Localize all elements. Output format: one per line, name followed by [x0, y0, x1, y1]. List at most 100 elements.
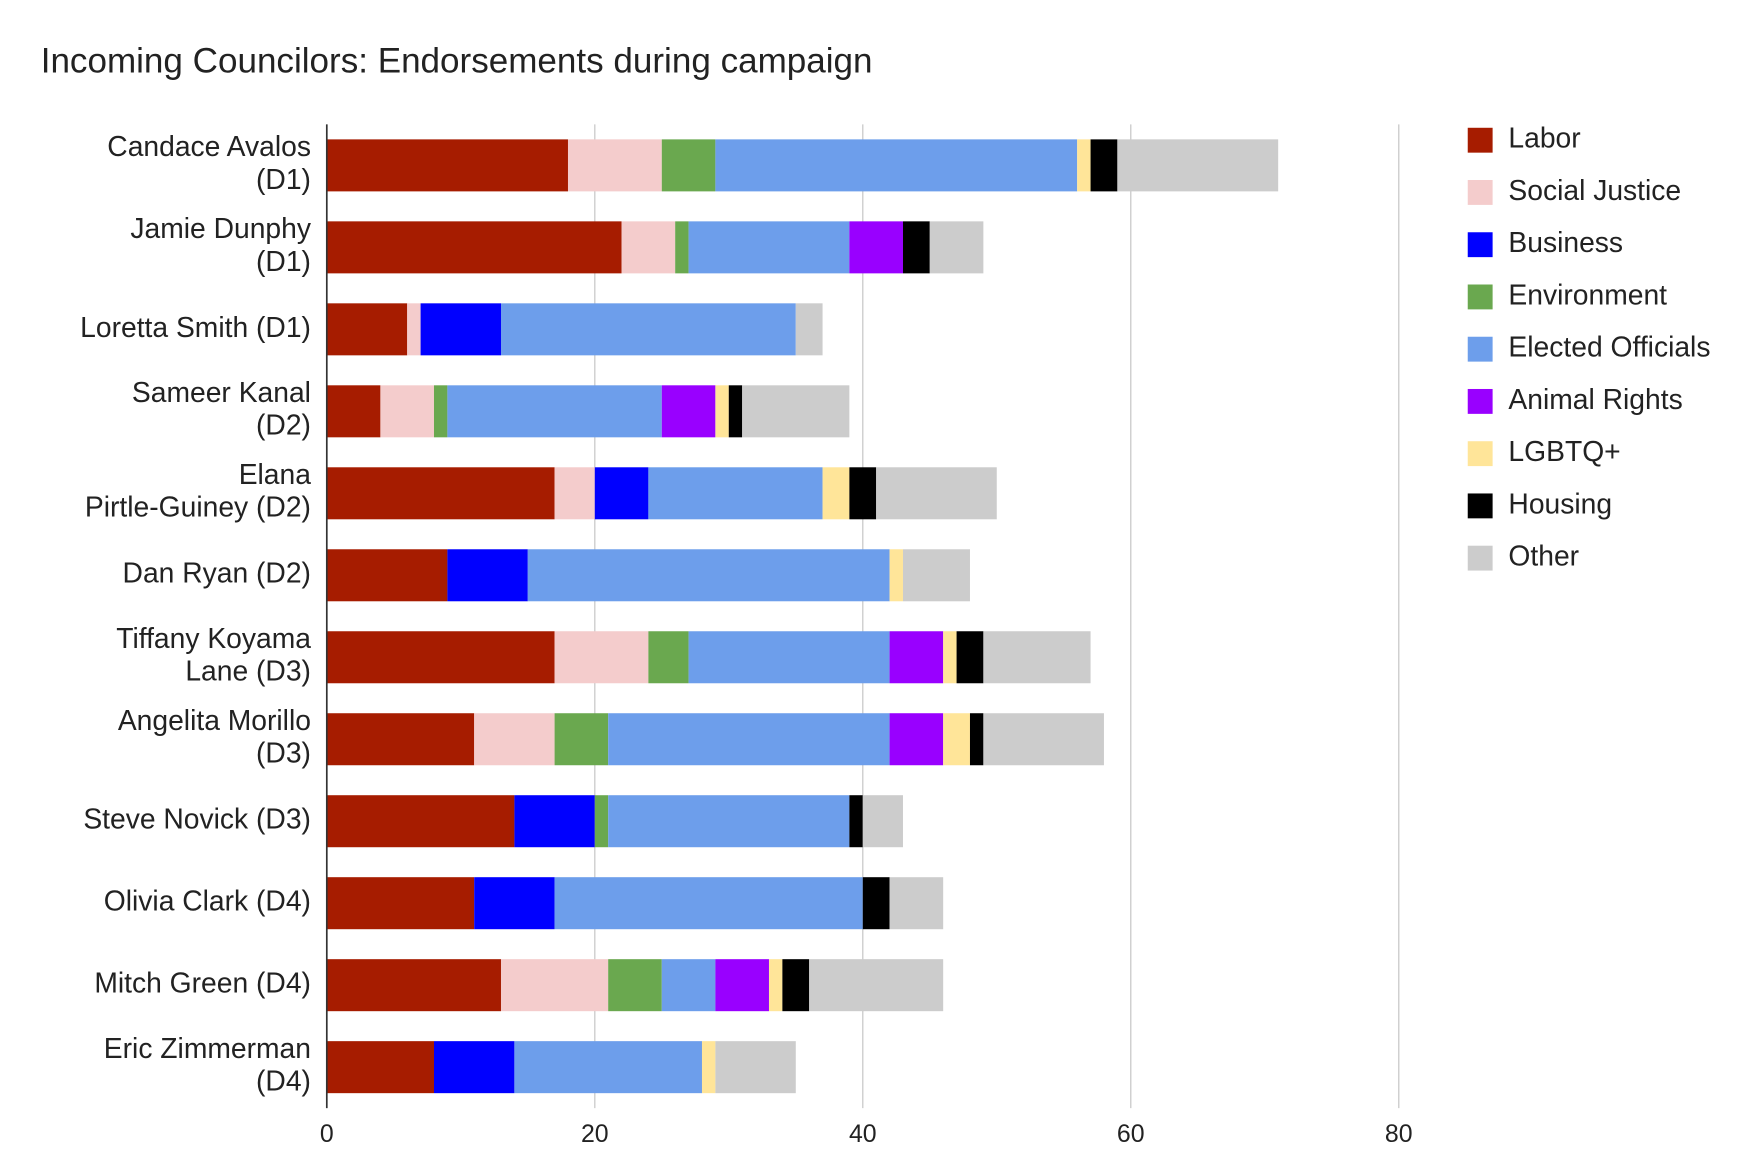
bar-segment — [1090, 139, 1118, 192]
legend-label: Elected Officials — [1508, 331, 1710, 363]
bar-segment — [849, 467, 877, 520]
bar-segment — [728, 385, 743, 438]
bar-segment — [608, 795, 850, 848]
y-tick-label: Jamie Dunphy (D1) — [130, 212, 311, 277]
y-tick-label: Mitch Green (D4) — [94, 967, 311, 999]
bar-segment — [567, 139, 662, 192]
bar-segment — [675, 221, 689, 274]
legend-label: Other — [1508, 540, 1579, 572]
bar-segment — [661, 139, 716, 192]
bar-segment — [688, 631, 890, 684]
y-tick-label: Olivia Clark (D4) — [104, 885, 311, 917]
bar-segment — [527, 549, 890, 602]
y-tick-label: Elana Pirtle-Guiney (D2) — [85, 458, 311, 523]
bar-segment — [326, 959, 501, 1012]
bar-segment — [514, 1041, 702, 1094]
bar-segment — [380, 385, 434, 438]
bar-segment — [889, 631, 944, 684]
y-tick-label: Tiffany Koyama Lane (D3) — [116, 622, 311, 687]
bar-segment — [447, 385, 662, 438]
x-tick-label: 60 — [1117, 1120, 1145, 1148]
bar-segment — [983, 713, 1104, 766]
legend-swatch — [1467, 545, 1493, 571]
bar-segment — [500, 959, 609, 1012]
y-tick-label: Dan Ryan (D2) — [123, 557, 311, 589]
bar-segment — [500, 303, 796, 356]
bar-segment — [433, 385, 448, 438]
bar-segment — [849, 221, 903, 274]
bar-segment — [621, 221, 676, 274]
bar-segment — [822, 467, 850, 520]
bar-segment — [326, 139, 568, 192]
bar-segment — [849, 795, 863, 848]
bar-segment — [433, 1041, 515, 1094]
x-tick-label: 20 — [581, 1120, 609, 1148]
bar-segment — [326, 549, 448, 602]
bar-segment — [889, 713, 944, 766]
bar-segment — [889, 877, 944, 930]
x-tick-label: 40 — [849, 1120, 877, 1148]
legend-label: Housing — [1508, 487, 1612, 519]
bar-segment — [594, 795, 609, 848]
bar-segment — [768, 959, 783, 1012]
y-tick-label: Eric Zimmerman (D4) — [104, 1032, 311, 1097]
bar-segment — [608, 959, 662, 1012]
bar-segment — [326, 1041, 434, 1094]
bar-segment — [554, 467, 595, 520]
legend-swatch — [1467, 284, 1493, 310]
y-tick-label: Angelita Morillo (D3) — [118, 704, 311, 769]
bar-segment — [554, 631, 649, 684]
y-tick-label: Candace Avalos (D1) — [107, 130, 311, 195]
bar-segment — [742, 385, 850, 438]
chart-title: Incoming Councilors: Endorsements during… — [41, 42, 873, 81]
bar-segment — [715, 959, 769, 1012]
legend-label: Labor — [1508, 122, 1580, 154]
bar-segment — [661, 385, 716, 438]
bar-segment — [902, 549, 970, 602]
bar-segment — [902, 221, 930, 274]
legend-swatch — [1467, 388, 1493, 414]
bar-segment — [943, 713, 970, 766]
bar-segment — [969, 713, 984, 766]
x-tick-label: 0 — [320, 1120, 334, 1148]
bar-segment — [862, 795, 903, 848]
bar-segment — [983, 631, 1091, 684]
bar-segment — [326, 713, 475, 766]
x-tick-label: 80 — [1385, 1120, 1413, 1148]
bar-segment — [661, 959, 716, 1012]
bar-segment — [554, 877, 863, 930]
bar-segment — [701, 1041, 716, 1094]
bar-segment — [554, 713, 609, 766]
bar-segment — [326, 303, 408, 356]
bar-segment — [326, 877, 475, 930]
bar-segment — [447, 549, 528, 602]
legend-label: LGBTQ+ — [1508, 435, 1620, 467]
bar-segment — [715, 139, 1078, 192]
bar-segment — [809, 959, 944, 1012]
bar-segment — [795, 303, 823, 356]
legend-swatch — [1467, 180, 1493, 205]
bar-segment — [889, 549, 903, 602]
bar-segment — [326, 467, 555, 520]
legend-label: Animal Rights — [1508, 383, 1682, 415]
y-tick-label: Loretta Smith (D1) — [80, 311, 311, 343]
bar-segment — [326, 795, 515, 848]
bar-segment — [715, 385, 729, 438]
bar-segment — [876, 467, 997, 520]
bar-segment — [715, 1041, 796, 1094]
legend-label: Business — [1508, 226, 1623, 258]
bar-segment — [929, 221, 984, 274]
y-tick-label: Sameer Kanal (D2) — [132, 376, 311, 441]
bar-segment — [648, 467, 823, 520]
bar-segment — [326, 221, 622, 274]
bar-segment — [956, 631, 984, 684]
bar-segment — [594, 467, 649, 520]
bar-segment — [326, 385, 381, 438]
y-tick-label: Steve Novick (D3) — [83, 803, 311, 835]
bar-segment — [862, 877, 890, 930]
legend-swatch — [1467, 336, 1493, 362]
legend-swatch — [1467, 493, 1493, 519]
bar-segment — [514, 795, 595, 848]
bar-segment — [648, 631, 689, 684]
